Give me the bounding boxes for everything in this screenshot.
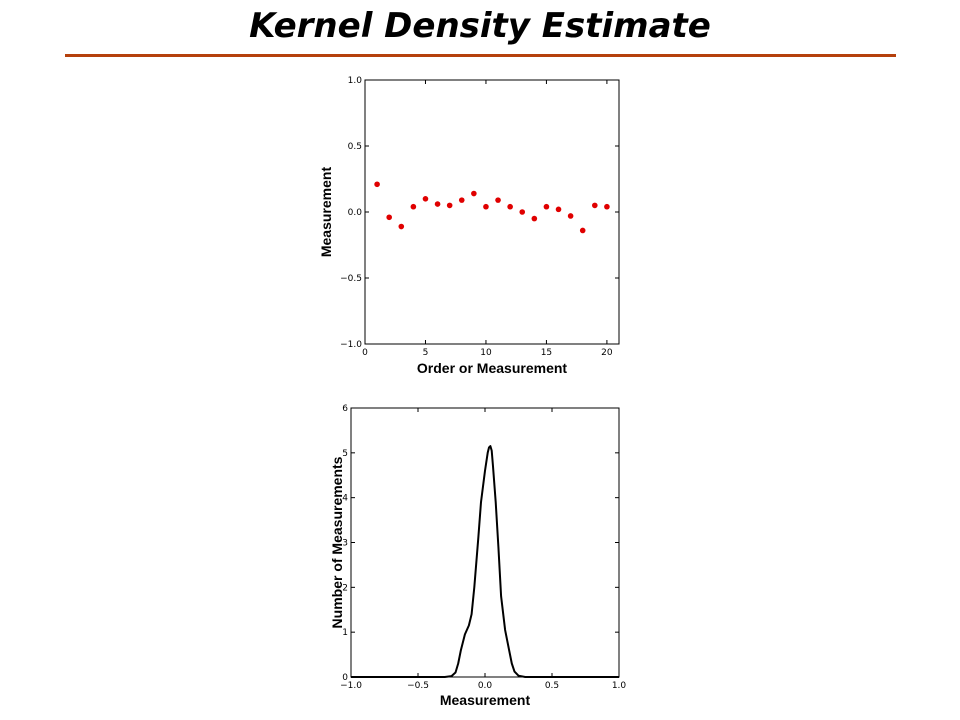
kde-chart: −1.0 −0.5 0.0 0.5 1.0 0 1 2 3 4 5 6 Measurement Numbe… bbox=[329, 404, 626, 708]
data-point bbox=[507, 203, 513, 210]
data-point bbox=[555, 206, 562, 213]
y-tick-label: 5 bbox=[342, 449, 348, 459]
data-point bbox=[434, 201, 441, 207]
data-point bbox=[422, 196, 429, 202]
scatter-chart: 0 5 10 15 20 −1.0 −0.5 0.0 0.5 1.0 Order or Measur… bbox=[318, 76, 620, 376]
y-axis-label: Number of Measurements bbox=[329, 456, 345, 628]
data-point bbox=[567, 213, 574, 219]
data-point bbox=[495, 197, 501, 203]
x-axis-label: Order or Measurement bbox=[417, 360, 567, 376]
data-point bbox=[483, 203, 489, 210]
x-tick-label: 10 bbox=[480, 348, 492, 358]
y-tick-label: 1.0 bbox=[348, 76, 363, 86]
plot-frame bbox=[364, 79, 620, 345]
data-point bbox=[410, 203, 417, 210]
data-point bbox=[543, 203, 550, 210]
y-tick-label: 0.0 bbox=[348, 208, 363, 218]
y-tick-label: 6 bbox=[342, 404, 348, 414]
y-tick-label: 3 bbox=[342, 539, 348, 549]
y-tick-label: 4 bbox=[342, 494, 348, 504]
y-tick-label: −1.0 bbox=[340, 340, 362, 350]
x-tick-label: 0.5 bbox=[545, 681, 559, 691]
x-tick-label: −0.5 bbox=[407, 681, 429, 691]
data-point bbox=[519, 209, 526, 215]
data-point bbox=[446, 202, 453, 209]
x-tick-label: 15 bbox=[541, 348, 552, 358]
data-point bbox=[471, 190, 477, 197]
x-tick-label: −1.0 bbox=[340, 681, 362, 691]
y-axis-label: Measurement bbox=[318, 167, 334, 258]
slide-title: Kernel Density Estimate bbox=[249, 6, 711, 46]
data-point bbox=[458, 197, 465, 203]
density-curve bbox=[351, 445, 619, 678]
x-tick-label: 0 bbox=[362, 348, 368, 358]
plot-frame bbox=[350, 407, 620, 678]
data-point bbox=[531, 215, 538, 222]
data-point bbox=[592, 202, 598, 209]
data-point bbox=[398, 223, 405, 230]
x-tick-label: 0.0 bbox=[478, 681, 493, 691]
data-point bbox=[386, 214, 392, 221]
title-divider bbox=[65, 54, 896, 57]
y-tick-label: 2 bbox=[342, 583, 348, 593]
x-axis-label: Measurement bbox=[440, 692, 531, 708]
x-tick-label: 20 bbox=[601, 348, 613, 358]
data-point bbox=[579, 227, 586, 234]
data-point bbox=[604, 203, 610, 210]
data-point bbox=[374, 181, 380, 188]
y-tick-label: 0 bbox=[342, 673, 348, 683]
x-tick-label: 5 bbox=[423, 348, 429, 358]
x-tick-label: 1.0 bbox=[612, 681, 627, 691]
y-tick-label: −0.5 bbox=[340, 274, 362, 284]
y-tick-label: 0.5 bbox=[348, 142, 362, 152]
y-tick-label: 1 bbox=[342, 628, 348, 638]
